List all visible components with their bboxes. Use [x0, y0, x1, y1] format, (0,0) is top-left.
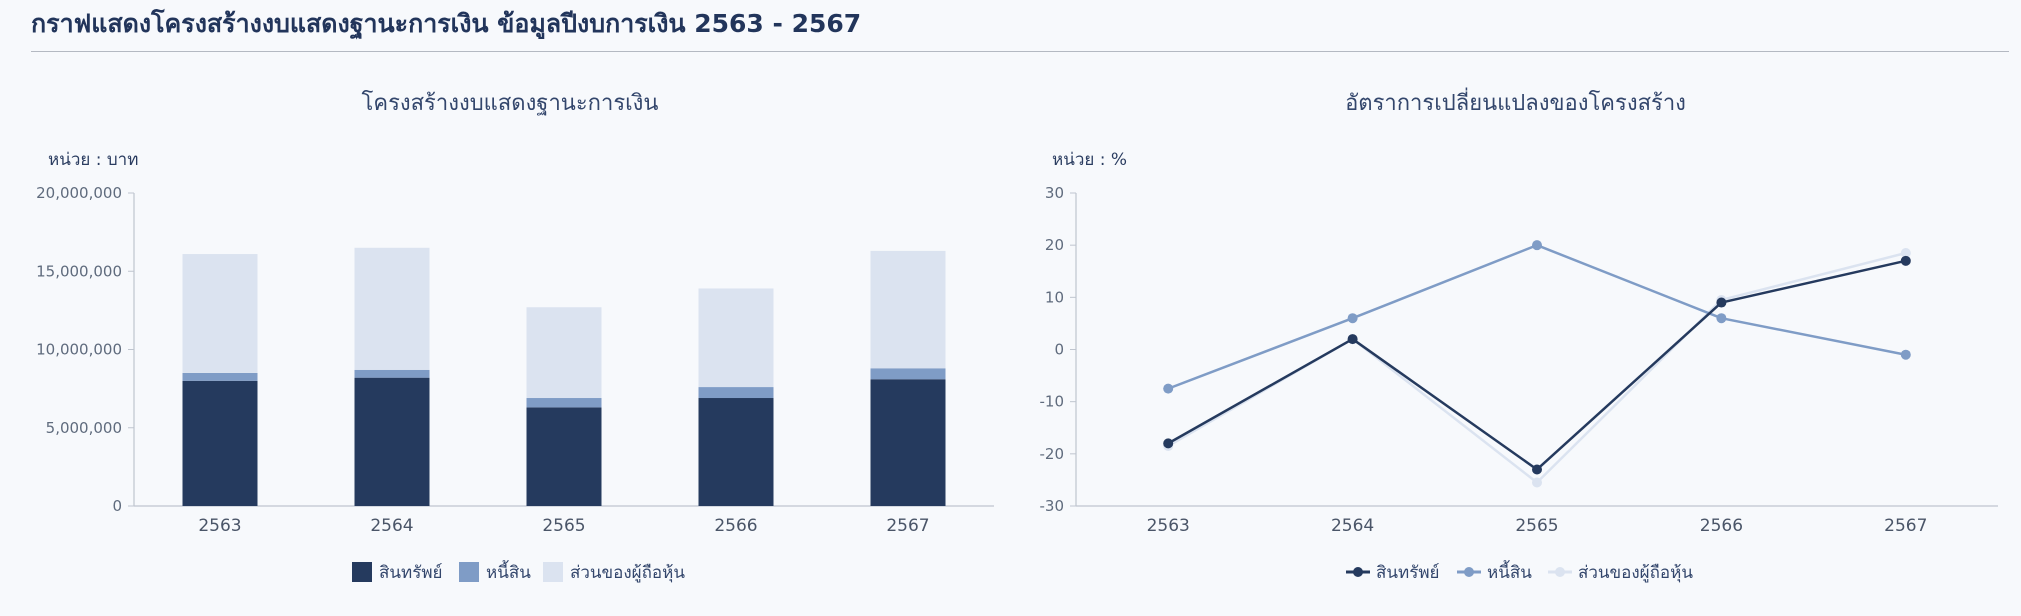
bar-chart-unit-label: หน่วย : บาท — [48, 150, 139, 170]
x-tick-label: 2563 — [198, 516, 241, 536]
line-chart-title: อัตราการเปลี่ยนแปลงของโครงสร้าง — [1345, 91, 1686, 116]
legend-label: ส่วนของผู้ถือหุ้น — [1578, 563, 1693, 583]
change-line-chart-panel: อัตราการเปลี่ยนแปลงของโครงสร้าง หน่วย : … — [1010, 85, 2021, 605]
data-point — [1163, 438, 1174, 449]
legend-label: สินทรัพย์ — [1376, 563, 1440, 583]
x-tick-label: 2563 — [1147, 516, 1190, 536]
y-tick-label: 0 — [1054, 341, 1064, 359]
x-tick-label: 2566 — [1700, 516, 1743, 536]
series-line — [1167, 259, 1907, 471]
series-line — [1167, 243, 1907, 390]
bar-segment — [354, 369, 430, 378]
data-point — [1347, 334, 1358, 345]
bar-segment — [698, 398, 774, 506]
title-divider — [31, 51, 2009, 52]
y-tick-label: -10 — [1040, 393, 1065, 411]
structure-bar-chart-panel: โครงสร้างงบแสดงฐานะการเงิน หน่วย : บาท 0… — [0, 85, 1010, 605]
legend-swatch — [352, 562, 372, 582]
bar-segment — [182, 254, 258, 373]
y-tick-label: 5,000,000 — [46, 419, 122, 437]
y-tick-label: 10,000,000 — [36, 341, 122, 359]
y-tick-label: -20 — [1040, 445, 1065, 463]
legend-label: หนี้สิน — [1487, 560, 1532, 583]
bar-segment — [870, 379, 946, 506]
y-tick-label: -30 — [1040, 497, 1065, 515]
bar-chart-svg: 0 5,000,000 10,000,000 15,000,000 20,000,000… — [36, 184, 994, 583]
data-point — [1163, 383, 1174, 394]
data-point — [1532, 240, 1542, 251]
data-point — [1900, 349, 1911, 360]
x-tick-label: 2565 — [1515, 516, 1558, 536]
page-title: กราฟแสดงโครงสร้างงบแสดงฐานะการเงิน ข้อมู… — [31, 9, 862, 38]
y-tick-label: 30 — [1045, 184, 1064, 202]
line-chart-svg: -30 -20 -10 0 10 20 30 2563 2564 2565 2566 2567 สินท… — [1040, 184, 1998, 583]
y-tick-label: 15,000,000 — [36, 262, 122, 280]
data-point — [1716, 313, 1727, 324]
data-point — [1532, 464, 1542, 475]
bar-segment — [698, 387, 774, 399]
bar-chart-title: โครงสร้างงบแสดงฐานะการเงิน — [361, 91, 659, 116]
legend-marker — [1464, 567, 1474, 577]
bar-segment — [698, 288, 774, 388]
line-chart-unit-label: หน่วย : % — [1052, 150, 1128, 170]
legend-label: หนี้สิน — [486, 560, 531, 583]
bar-segment — [870, 368, 946, 380]
bar-segment — [182, 380, 258, 506]
bar-segment — [526, 398, 602, 408]
data-point — [1532, 477, 1542, 488]
data-point — [1716, 297, 1727, 308]
x-tick-label: 2565 — [542, 516, 585, 536]
y-tick-label: 0 — [112, 497, 122, 515]
bar-segment — [526, 407, 602, 506]
series-line — [1167, 251, 1907, 484]
x-tick-label: 2566 — [714, 516, 757, 536]
legend-label: ส่วนของผู้ถือหุ้น — [570, 563, 685, 583]
x-tick-label: 2567 — [886, 516, 929, 536]
legend-swatch — [459, 562, 479, 582]
bar-segment — [526, 307, 602, 399]
x-tick-label: 2564 — [1331, 516, 1374, 536]
bar-segment — [870, 250, 946, 369]
legend-label: สินทรัพย์ — [379, 563, 443, 583]
x-tick-label: 2564 — [370, 516, 413, 536]
data-point — [1900, 247, 1911, 258]
data-point — [1900, 255, 1911, 266]
legend-marker — [1353, 567, 1363, 577]
data-point — [1347, 313, 1358, 324]
bar-segment — [354, 377, 430, 506]
y-tick-label: 20,000,000 — [36, 184, 122, 202]
y-tick-label: 10 — [1045, 288, 1064, 306]
legend-marker — [1555, 567, 1565, 577]
bar-segment — [182, 372, 258, 381]
legend-swatch — [543, 562, 563, 582]
x-tick-label: 2567 — [1884, 516, 1927, 536]
y-tick-label: 20 — [1045, 236, 1064, 254]
bar-segment — [354, 247, 430, 370]
